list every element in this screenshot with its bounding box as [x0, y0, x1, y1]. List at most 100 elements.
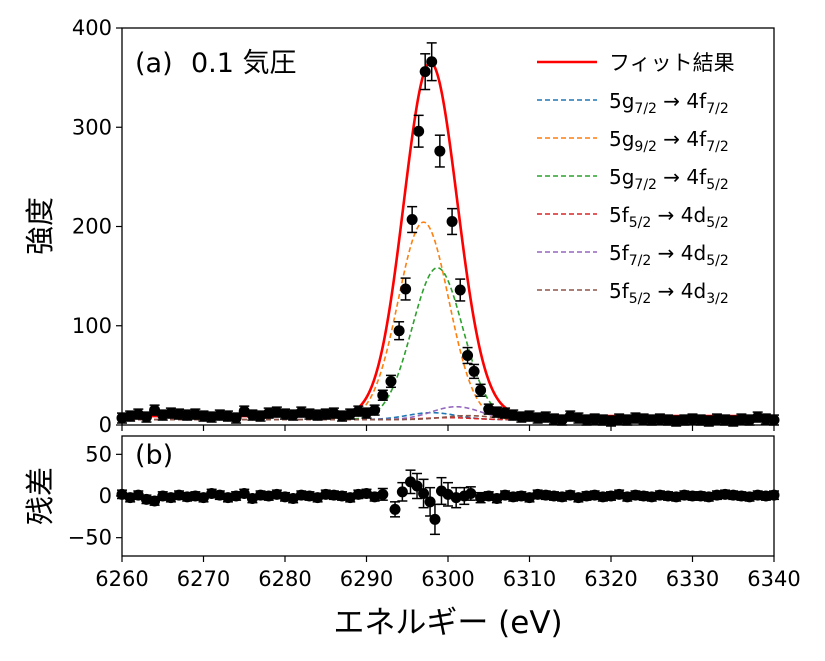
data-marker [589, 489, 601, 501]
residual-data-point [465, 486, 477, 501]
residual-axes-frame [121, 435, 775, 557]
residual-data-point [629, 489, 641, 501]
data-marker [597, 491, 609, 503]
data-marker [491, 406, 503, 418]
x-tick-label: 6290 [340, 567, 393, 591]
spectrum-data-point [198, 410, 209, 422]
x-tick-label: 6310 [503, 567, 556, 591]
data-marker [279, 408, 291, 420]
data-marker [396, 486, 408, 498]
residual-data-point [678, 489, 690, 501]
data-marker [654, 413, 666, 425]
data-marker [413, 125, 425, 137]
data-marker [400, 283, 412, 295]
data-marker [515, 411, 527, 423]
data-marker [419, 66, 431, 78]
spectrum-y-axis-label: 強度 [23, 197, 57, 255]
data-marker [532, 488, 544, 500]
data-marker [695, 490, 707, 502]
spectrum-y-tick-label: 0 [99, 413, 112, 437]
data-marker [393, 325, 405, 337]
spectrum-data-point [263, 407, 275, 419]
data-marker [377, 488, 389, 500]
data-marker [711, 413, 723, 425]
residual-data-point [418, 478, 430, 509]
legend-subscript: 5/2 [629, 215, 652, 231]
spectrum-data-point [687, 413, 698, 425]
residual-data-point [320, 488, 332, 500]
spectrum-data-point [400, 277, 412, 301]
spectrum-data-point [406, 205, 418, 234]
legend-label-fit: フィット結果 [609, 51, 735, 75]
legend-text: → 4f [657, 165, 707, 189]
data-marker [418, 488, 430, 499]
data-marker [687, 413, 698, 425]
spectrum-data-point [468, 363, 480, 380]
data-marker [389, 503, 401, 515]
panel-a-label: (a) [135, 48, 173, 79]
data-marker [238, 488, 250, 499]
data-marker [711, 489, 723, 501]
residual-data-point [352, 488, 364, 500]
residual-data-point [140, 493, 152, 505]
legend-subscript: 5/2 [706, 253, 729, 269]
spectrum-data-point [426, 42, 438, 82]
legend-subscript: 5/2 [706, 215, 729, 231]
data-marker [385, 375, 397, 387]
spectrum-data-point [629, 412, 641, 424]
residual-data-point [662, 490, 674, 502]
data-marker [646, 414, 658, 426]
data-marker [157, 490, 169, 502]
data-marker [454, 284, 466, 296]
residual-x-ticks: 6260 6270 6280 6290 6300 6310 6320 6330 6340 [95, 556, 801, 591]
data-marker [263, 407, 275, 419]
data-marker [589, 413, 601, 425]
spectrum-x-ticks [121, 425, 775, 431]
data-marker [214, 409, 226, 421]
data-marker [695, 414, 707, 426]
data-marker [238, 405, 250, 417]
spectrum-data-points [116, 42, 780, 427]
data-marker [540, 489, 552, 501]
legend-text: → 4f [657, 89, 707, 113]
spectrum-data-point [157, 409, 169, 421]
data-marker [328, 489, 340, 501]
legend-text: 5f [609, 279, 630, 303]
spectrum-data-point [214, 409, 226, 421]
spectrum-data-point [303, 408, 315, 420]
data-marker [450, 492, 462, 504]
residual-data-point [435, 476, 447, 506]
spectrum-data-point [462, 346, 474, 365]
residual-data-point [556, 491, 568, 503]
legend-text: 5f [609, 203, 630, 227]
data-marker [140, 493, 152, 505]
data-marker [140, 411, 152, 423]
data-marker [406, 214, 418, 226]
residual-data-point [377, 487, 389, 501]
data-marker [181, 409, 193, 421]
residual-data-point [396, 481, 408, 502]
spectrum-data-point [654, 413, 666, 425]
data-marker [230, 412, 242, 424]
residual-data-point [711, 489, 723, 501]
data-marker [132, 489, 144, 501]
spectrum-data-point [454, 278, 466, 302]
residual-data-point [411, 472, 423, 500]
residual-data-point [581, 490, 593, 502]
legend-text: → 4d [651, 279, 706, 303]
x-tick-label: 6320 [584, 567, 637, 591]
spectrum-plot-area [122, 28, 774, 425]
data-marker [222, 492, 234, 504]
data-marker [295, 489, 307, 501]
data-marker [507, 491, 519, 503]
spectrum-y-tick-label: 100 [72, 314, 112, 338]
residual-data-point [389, 501, 401, 518]
spectrum-y-tick-label: 200 [72, 215, 112, 239]
legend-text: 5f [609, 241, 630, 265]
data-marker [744, 491, 756, 503]
data-marker [149, 404, 161, 416]
data-marker [727, 489, 739, 501]
legend-label-component: 5f7/2 → 4d5/2 [609, 241, 729, 269]
data-marker [735, 413, 747, 425]
data-marker [662, 414, 674, 426]
